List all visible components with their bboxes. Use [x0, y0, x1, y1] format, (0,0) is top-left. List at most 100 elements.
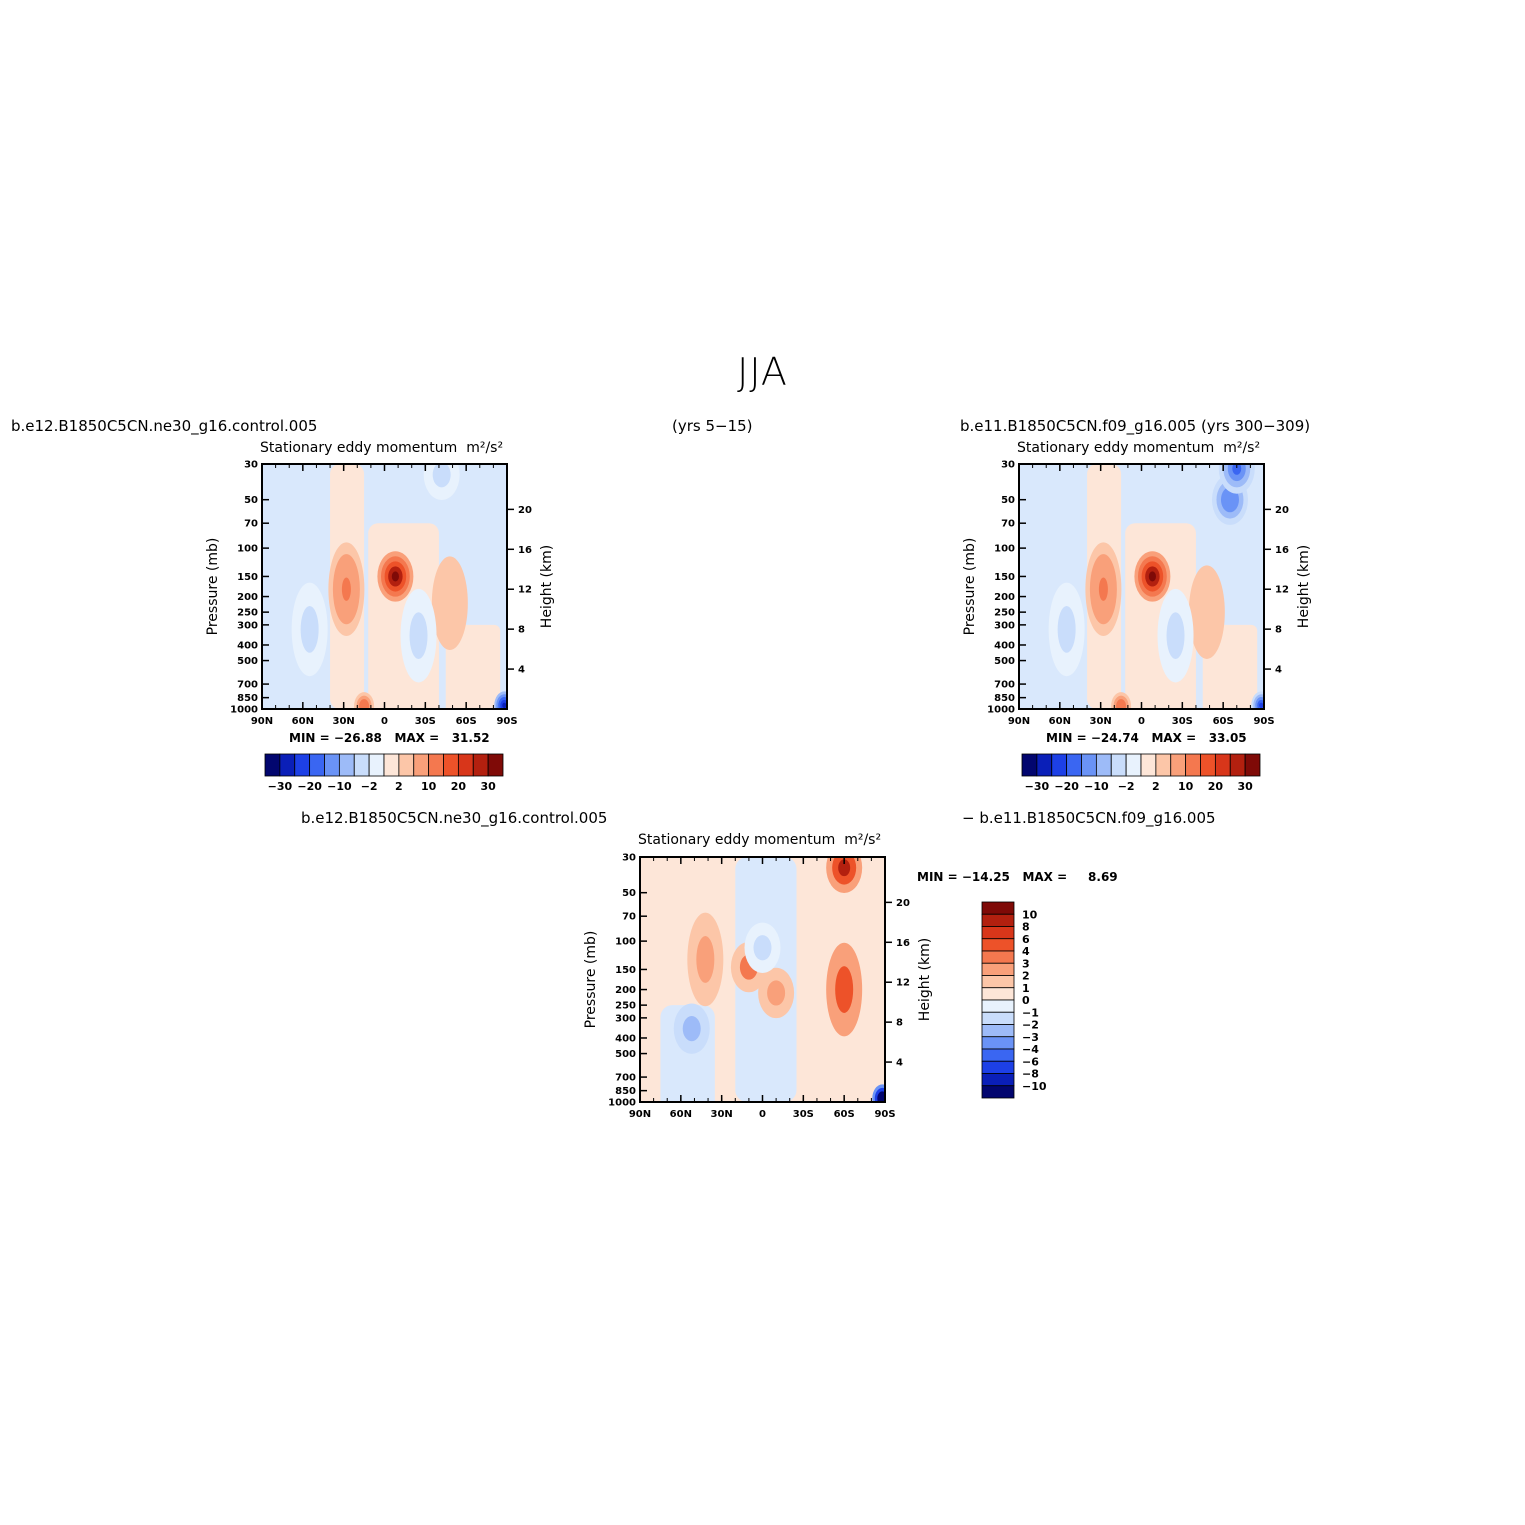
colorbar-label: −30	[1025, 780, 1050, 793]
colorbar-label: −2	[1022, 1019, 1039, 1032]
min-value: −26.88	[333, 731, 382, 745]
colorbar-box	[981, 999, 1015, 1013]
y-tick-label: 300	[615, 1013, 636, 1024]
y-tick-label: 1000	[230, 705, 258, 716]
contour-strat-negative-core	[1232, 464, 1242, 475]
colorbar-box	[1214, 753, 1231, 777]
y-axis-title-right: Height (km)	[539, 545, 555, 628]
panel-left-units: m²/s²	[466, 440, 504, 456]
x-tick-label: 90N	[1008, 716, 1030, 727]
colorbar-label: 20	[1208, 780, 1224, 793]
chart-difference: 90N 60N 30N 0 30S 60S 90S305070100150200250300…	[583, 853, 1047, 1121]
y-tick-label: 500	[237, 656, 258, 667]
height-tick-label: 12	[896, 978, 910, 989]
colorbar-label: −3	[1022, 1031, 1039, 1044]
colorbar-label: 10	[1022, 908, 1038, 921]
x-tick-label: 30S	[793, 1109, 814, 1120]
height-tick-label: 8	[896, 1018, 903, 1029]
colorbar-label: 6	[1022, 933, 1030, 946]
y-tick-label: 70	[622, 912, 636, 923]
y-tick-label: 850	[615, 1086, 636, 1097]
colorbar-box	[981, 1048, 1015, 1062]
y-tick-label: 850	[994, 693, 1015, 704]
colorbar-box	[1081, 753, 1097, 777]
y-axis-title: Pressure (mb)	[583, 931, 599, 1029]
contour-field	[640, 857, 885, 1102]
contour-antarctic-surface-negative	[879, 1094, 885, 1102]
colorbar-box	[1185, 753, 1201, 777]
panel-diff-minmax: MIN = −14.25 MAX = 8.69	[917, 870, 1118, 884]
x-tick-label: 60S	[1213, 716, 1234, 727]
x-tick-label: 60N	[1049, 716, 1071, 727]
max-label: MAX =	[1151, 731, 1197, 745]
contour-field	[262, 464, 507, 709]
y-tick-label: 700	[615, 1073, 636, 1084]
contour-sh-positive-column	[835, 966, 854, 1013]
x-tick-label: 90S	[496, 716, 517, 727]
height-tick-label: 20	[518, 505, 532, 516]
contour-antarctic-surface-negative	[502, 702, 507, 709]
colorbar-label: 2	[395, 780, 403, 793]
colorbar-label: 10	[421, 780, 437, 793]
panel-right-minmax: MIN = −24.74 MAX = 33.05	[1046, 731, 1247, 745]
contour-nh-positive-lobe	[341, 577, 351, 601]
contour-field	[1019, 464, 1264, 709]
x-tick-label: 30S	[1172, 716, 1193, 727]
colorbar-label: −1	[1022, 1006, 1039, 1019]
contour-near-surface-positive	[361, 702, 367, 709]
colorbar-label: 8	[1022, 921, 1030, 934]
colorbar-box	[1095, 753, 1112, 777]
y-axis-title-right: Height (km)	[917, 938, 933, 1021]
colorbar-label: −10	[1022, 1080, 1047, 1093]
colorbar-box	[1155, 753, 1172, 777]
y-tick-label: 70	[1001, 519, 1015, 530]
colorbar-box	[294, 753, 311, 777]
y-tick-label: 400	[615, 1033, 636, 1044]
y-tick-label: 200	[237, 592, 258, 603]
colorbar-box	[487, 753, 504, 777]
y-tick-label: 150	[237, 572, 258, 583]
x-tick-label: 60S	[834, 1109, 855, 1120]
band-positive-sh-lower	[445, 624, 501, 709]
y-tick-label: 700	[237, 680, 258, 691]
colorbar-label: −20	[297, 780, 322, 793]
colorbar-label: −8	[1022, 1068, 1039, 1081]
height-tick-label: 12	[1275, 585, 1289, 596]
colorbar-box	[1229, 753, 1246, 777]
x-tick-label: 60N	[670, 1109, 692, 1120]
figure-title: JJA	[737, 350, 788, 394]
contour-subtropical-jet-core	[391, 571, 399, 582]
colorbar-box	[1021, 753, 1038, 777]
contour-sh-strat-positive	[838, 859, 851, 877]
y-tick-label: 100	[615, 937, 636, 948]
x-tick-label: 90S	[874, 1109, 895, 1120]
colorbar-label: −2	[361, 780, 378, 793]
colorbar-label: 2	[1022, 970, 1030, 983]
y-tick-label: 300	[237, 620, 258, 631]
colorbar-label: 10	[1178, 780, 1194, 793]
contour-nh-positive-lobe	[1098, 577, 1108, 601]
chart-right: 90N 60N 30N 0 30S 60S 90S 30 50 70 100 150 200 250300…	[962, 460, 1312, 794]
y-tick-label: 500	[994, 656, 1015, 667]
contour-strat-negative	[1225, 493, 1235, 506]
colorbar-box	[413, 753, 430, 777]
colorbar-label: −10	[327, 780, 352, 793]
colorbar-box	[279, 753, 296, 777]
chart-left: 90N 60N 30N 0 30S 60S 90S 30 50 70 100 150 200 250300…	[205, 460, 555, 794]
colorbar-label: 1	[1022, 982, 1030, 995]
y-tick-label: 50	[1001, 495, 1015, 506]
colorbar-box	[981, 1060, 1015, 1074]
y-tick-label: 300	[994, 620, 1015, 631]
colorbar-box	[1200, 753, 1216, 777]
colorbar-box	[338, 753, 355, 777]
colorbar-box	[981, 1036, 1015, 1050]
height-tick-label: 4	[518, 665, 525, 676]
contour-tropical-negative-lobe	[1166, 612, 1185, 660]
colorbar-box	[1066, 753, 1082, 777]
contour-sh-positive-lobe	[1197, 588, 1216, 636]
y-tick-label: 50	[244, 495, 258, 506]
height-tick-label: 20	[896, 898, 910, 909]
colorbar-label: 0	[1022, 994, 1030, 1007]
colorbar-box	[1140, 753, 1157, 777]
